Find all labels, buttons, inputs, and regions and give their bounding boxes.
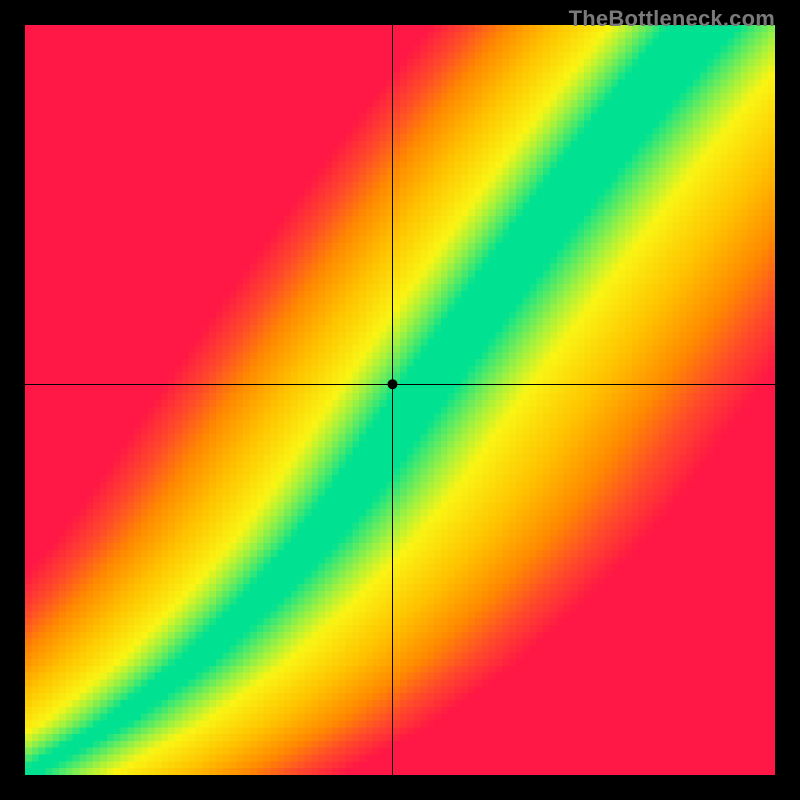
chart-container: TheBottleneck.com <box>0 0 800 800</box>
bottleneck-heatmap <box>25 25 775 775</box>
